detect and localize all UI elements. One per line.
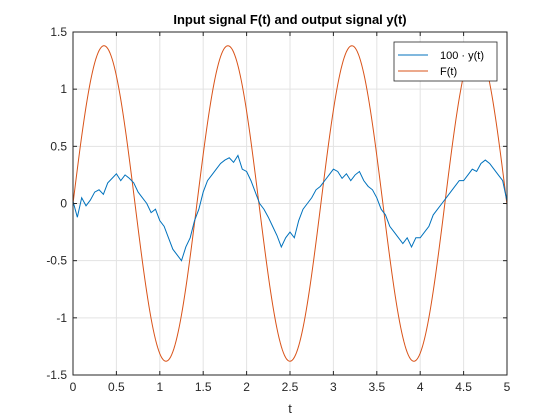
x-tick-label: 0 [70, 380, 77, 394]
series-line-y [72, 154, 508, 262]
x-tick-label: 2 [243, 380, 250, 394]
x-tick-label: 3.5 [368, 380, 385, 394]
x-axis-label: t [288, 401, 292, 416]
series-layer [72, 45, 508, 362]
y-tick-label: -0.5 [46, 254, 67, 268]
x-tick-label: 0.5 [108, 380, 125, 394]
ticks: 0 0.5 1 1.5 2 2.5 3 3.5 4 4.5 5 -1.5 -1 -0.5 0 0.5 1 1.5 [46, 25, 510, 394]
series-line-f [72, 45, 508, 362]
legend-box [393, 41, 498, 82]
x-tick-label: 5 [504, 380, 511, 394]
y-tick-label: 1.5 [50, 25, 67, 39]
y-tick-label: 1 [60, 82, 67, 96]
x-tick-label: 3 [330, 380, 337, 394]
legend: 100 · y(t) F(t) [393, 41, 498, 82]
x-tick-label: 1 [156, 380, 163, 394]
legend-label-f: F(t) [440, 66, 457, 78]
y-tick-label: 0 [60, 197, 67, 211]
legend-label-y: 100 · y(t) [440, 50, 484, 62]
y-tick-label: -1.5 [46, 368, 67, 382]
chart-title: Input signal F(t) and output signal y(t) [173, 12, 406, 27]
x-tick-label: 4 [417, 380, 424, 394]
x-tick-label: 4.5 [455, 380, 472, 394]
x-tick-label: 2.5 [282, 380, 299, 394]
y-tick-label: 0.5 [50, 139, 67, 153]
x-tick-label: 1.5 [195, 380, 212, 394]
y-tick-label: -1 [56, 311, 67, 325]
